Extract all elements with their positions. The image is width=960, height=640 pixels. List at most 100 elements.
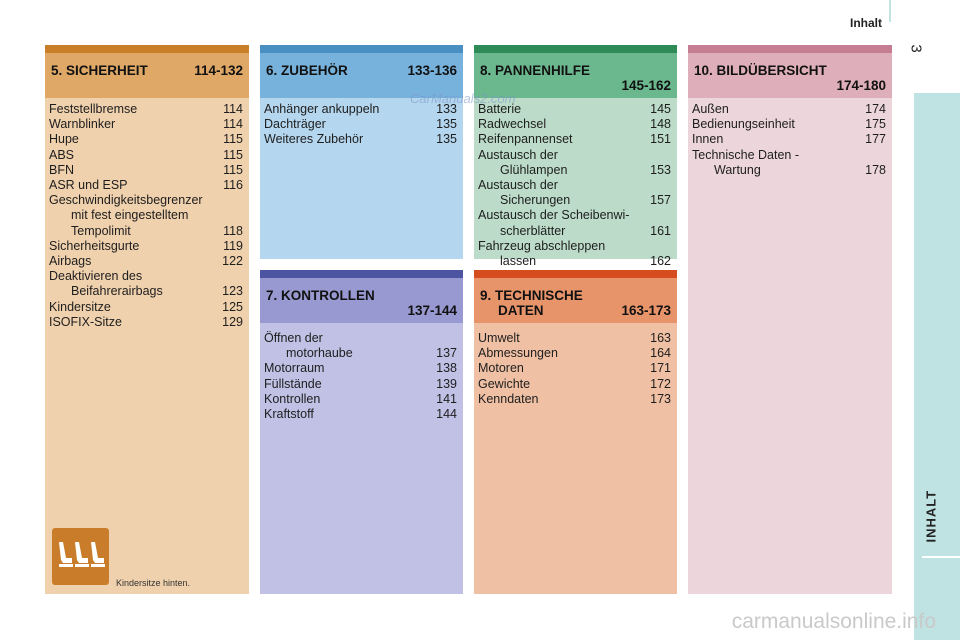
toc-entry-title: Kraftstoff xyxy=(264,407,314,422)
toc-entry[interactable]: Batterie 145 xyxy=(478,102,671,117)
section-header: 6. ZUBEHÖR 133-136 xyxy=(260,53,463,98)
toc-entry[interactable]: motorhaube 137 xyxy=(264,346,457,361)
section-zubehoer[interactable]: 6. ZUBEHÖR 133-136 Anhänger ankuppeln 133… xyxy=(260,45,463,259)
toc-entry-page: 144 xyxy=(436,407,457,422)
toc-entry-page: 172 xyxy=(650,376,671,391)
toc-entry[interactable]: Fahrzeug abschleppen xyxy=(478,239,671,254)
toc-entry[interactable]: Deaktivieren des xyxy=(49,269,243,284)
toc-entry[interactable]: Außen 174 xyxy=(692,102,886,117)
toc-entry-title: Bedienungseinheit xyxy=(692,117,795,132)
section-top-bar xyxy=(260,270,463,278)
toc-entry-title: Motorraum xyxy=(264,361,325,376)
toc-entry-page: 125 xyxy=(222,299,243,314)
section-header: 8. PANNENHILFE 145-162 xyxy=(474,53,677,98)
toc-entry-page: 116 xyxy=(223,178,243,193)
section-header: 10. BILDÜBERSICHT 174-180 xyxy=(688,53,892,98)
toc-entry[interactable]: Geschwindigkeitsbegrenzer xyxy=(49,193,243,208)
section-technische-daten[interactable]: 9. TECHNISCHE DATEN 163-173 Umwelt 163 Abm… xyxy=(474,270,677,594)
toc-entry-page: 123 xyxy=(222,284,243,299)
toc-entry-title: Deaktivieren des xyxy=(49,269,143,284)
toc-entry[interactable]: Kraftstoff 144 xyxy=(264,407,457,422)
toc-entry[interactable]: Umwelt 163 xyxy=(478,331,671,346)
toc-entry-title: ABS xyxy=(49,147,75,162)
toc-entry-title: Weiteres Zubehör xyxy=(264,132,364,147)
toc-entry[interactable]: Reifenpannenset 151 xyxy=(478,132,671,147)
toc-entry[interactable]: ISOFIX-Sitze 129 xyxy=(49,315,243,330)
toc-entry-title: Sicherungen xyxy=(500,193,571,208)
toc-entry-title: Technische Daten - xyxy=(692,147,800,162)
toc-entry[interactable]: Abmessungen 164 xyxy=(478,346,671,361)
section-title: 8. PANNENHILFE xyxy=(480,63,591,78)
section-page-range: 137-144 xyxy=(407,303,457,318)
section-body: Batterie 145 Radwechsel 148 Reifenpannenset 1… xyxy=(474,98,677,268)
entry-list: Umwelt 163 Abmessungen 164 Motoren 171 Gewicht… xyxy=(478,331,671,407)
toc-entry[interactable]: Tempolimit 118 xyxy=(49,224,243,239)
toc-entry[interactable]: Hupe 115 xyxy=(49,132,243,147)
toc-entry[interactable]: Bedienungseinheit 175 xyxy=(692,117,886,132)
toc-entry[interactable]: Weiteres Zubehör 135 xyxy=(264,132,457,147)
toc-entry[interactable]: ASR und ESP 116 xyxy=(49,178,243,193)
toc-entry[interactable]: lassen 162 xyxy=(478,254,671,269)
toc-entry[interactable]: Gewichte 172 xyxy=(478,377,671,392)
toc-entry-page: 174 xyxy=(865,102,886,116)
toc-entry-page: 177 xyxy=(865,132,886,147)
toc-entry[interactable]: Technische Daten - xyxy=(692,148,886,163)
toc-entry[interactable]: Innen 177 xyxy=(692,132,886,147)
toc-entry-page: 119 xyxy=(223,238,243,253)
toc-entry[interactable]: Dachträger 135 xyxy=(264,117,457,132)
toc-entry-title: Feststellbremse xyxy=(49,102,138,116)
toc-entry-page: 137 xyxy=(436,346,457,361)
side-tab[interactable] xyxy=(914,93,960,640)
toc-entry[interactable]: Motorraum 138 xyxy=(264,361,457,376)
toc-entry[interactable]: mit fest eingestelltem xyxy=(49,208,243,223)
toc-entry[interactable]: ABS 115 xyxy=(49,148,243,163)
toc-entry[interactable]: Motoren 171 xyxy=(478,361,671,376)
toc-entry-title: Austausch der xyxy=(478,147,558,162)
toc-entry[interactable]: Austausch der xyxy=(478,178,671,193)
toc-entry[interactable]: Kontrollen 141 xyxy=(264,392,457,407)
toc-entry[interactable]: Kenndaten 173 xyxy=(478,392,671,407)
toc-entry[interactable]: Öffnen der xyxy=(264,331,457,346)
section-body: Feststellbremse 114 Warnblinker 114 Hupe 115 A… xyxy=(45,98,249,594)
toc-entry[interactable]: Wartung 178 xyxy=(692,163,886,178)
entry-list: Außen 174 Bedienungseinheit 175 Innen 177 Tech… xyxy=(692,102,886,178)
toc-entry-page: 148 xyxy=(650,117,671,132)
watermark-carmanuals: CarManuals2.com xyxy=(410,91,516,106)
section-pannenhilfe[interactable]: 8. PANNENHILFE 145-162 Batterie 145 Radwec… xyxy=(474,45,677,268)
toc-entry-title: Fahrzeug abschleppen xyxy=(478,238,606,253)
child-seats-caption: Kindersitze hinten. xyxy=(116,578,191,588)
toc-entry[interactable]: Sicherheitsgurte 119 xyxy=(49,239,243,254)
toc-entry[interactable]: Feststellbremse 114 xyxy=(49,102,243,117)
section-title: 7. KONTROLLEN xyxy=(266,288,375,303)
toc-entry[interactable]: Anhänger ankuppeln 133 xyxy=(264,102,457,117)
toc-entry-page xyxy=(643,239,671,254)
section-bilduebersicht[interactable]: 10. BILDÜBERSICHT 174-180 Außen 174 Bedien… xyxy=(688,45,892,594)
toc-entry-title: Warnblinker xyxy=(49,117,116,132)
toc-entry-page: 118 xyxy=(223,223,243,238)
toc-entry[interactable]: Füllstände 139 xyxy=(264,377,457,392)
toc-entry[interactable]: Warnblinker 114 xyxy=(49,117,243,132)
section-kontrollen[interactable]: 7. KONTROLLEN 137-144 Öffnen der motorhau… xyxy=(260,270,463,594)
section-sicherheit[interactable]: 5. SICHERHEIT 114-132 Feststellbremse 114… xyxy=(45,45,249,594)
toc-entry[interactable]: scherblätter 161 xyxy=(478,224,671,239)
toc-entry[interactable]: Kindersitze 125 xyxy=(49,300,243,315)
toc-entry-page xyxy=(643,178,671,193)
toc-entry-page: 153 xyxy=(650,162,671,177)
toc-entry[interactable]: Austausch der Scheibenwi- xyxy=(478,208,671,223)
toc-entry[interactable]: Glühlampen 153 xyxy=(478,163,671,178)
toc-entry-title: Öffnen der xyxy=(264,331,323,345)
toc-entry[interactable]: Austausch der xyxy=(478,148,671,163)
watermark-carmanualsonline: carmanualsonline.info xyxy=(731,610,936,633)
toc-entry[interactable]: Beifahrerairbags 123 xyxy=(49,284,243,299)
toc-entry[interactable]: Sicherungen 157 xyxy=(478,193,671,208)
toc-entry-title: Beifahrerairbags xyxy=(71,284,163,299)
header-divider xyxy=(889,0,891,22)
toc-entry[interactable]: Airbags 122 xyxy=(49,254,243,269)
toc-entry-page: 171 xyxy=(650,361,671,376)
section-top-bar xyxy=(474,270,677,278)
entry-list: Anhänger ankuppeln 133 Dachträger 135 Weiter… xyxy=(264,102,457,148)
toc-entry[interactable]: BFN 115 xyxy=(49,163,243,178)
toc-entry-title: Kindersitze xyxy=(49,299,111,314)
toc-entry[interactable]: Radwechsel 148 xyxy=(478,117,671,132)
section-top-bar xyxy=(45,45,249,53)
